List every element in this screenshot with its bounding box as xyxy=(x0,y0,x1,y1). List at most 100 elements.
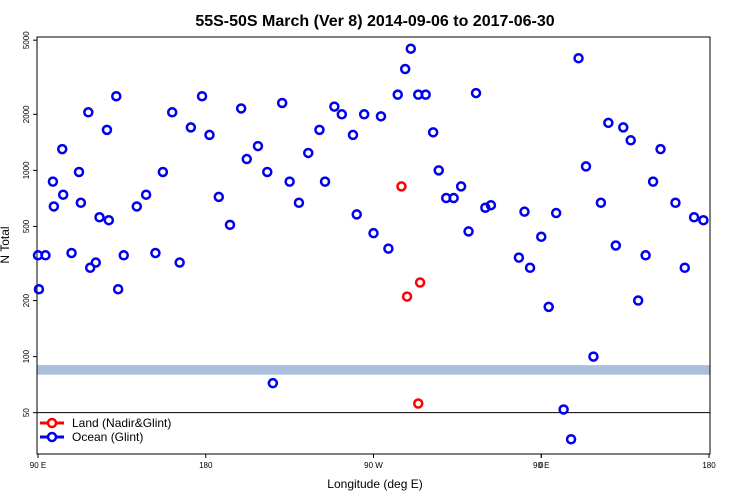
data-point xyxy=(396,181,407,192)
data-point xyxy=(329,101,340,112)
data-point xyxy=(241,153,253,165)
data-point xyxy=(224,219,236,231)
data-point xyxy=(267,377,279,389)
data-point xyxy=(392,89,403,100)
y-tick-label: 200 xyxy=(22,293,31,307)
data-point xyxy=(383,243,394,254)
data-point xyxy=(368,227,379,239)
x-tick-label: 90 E xyxy=(533,461,549,470)
data-point xyxy=(580,161,592,172)
data-point xyxy=(314,124,325,136)
x-tick-label: 180 xyxy=(702,461,716,470)
data-point xyxy=(358,109,370,120)
data-point xyxy=(303,147,314,159)
data-point xyxy=(588,351,599,362)
data-point xyxy=(276,97,288,109)
reference-band xyxy=(37,365,710,375)
data-point xyxy=(252,140,264,152)
data-point xyxy=(56,143,68,155)
y-axis: 50 100 200 500 1000 2000 5000 xyxy=(22,31,37,417)
data-point xyxy=(455,181,467,192)
y-tick-label: 500 xyxy=(22,219,31,233)
data-point xyxy=(262,166,273,178)
data-point xyxy=(33,283,45,295)
x-tick-label: 0 xyxy=(539,461,544,470)
data-point xyxy=(66,247,77,259)
chart-title: 55S-50S March (Ver 8) 2014-09-06 to 2017… xyxy=(195,13,554,30)
y-tick-label: 2000 xyxy=(22,105,31,123)
data-point xyxy=(448,192,459,204)
data-point xyxy=(112,283,124,295)
data-point xyxy=(640,250,651,261)
data-point xyxy=(319,176,331,187)
data-point xyxy=(293,197,305,209)
y-tick-label: 5000 xyxy=(22,31,31,49)
data-point xyxy=(399,63,411,75)
data-point xyxy=(213,191,225,203)
legend-marker xyxy=(46,417,58,429)
data-point xyxy=(573,52,584,64)
data-point xyxy=(73,166,85,178)
y-axis-label: N Total xyxy=(0,226,12,263)
data-point xyxy=(174,257,185,268)
data-point xyxy=(284,176,295,187)
data-points xyxy=(32,43,709,445)
data-point xyxy=(470,87,482,99)
x-tick-label: 90 W xyxy=(364,461,383,470)
data-point xyxy=(427,127,439,138)
data-point xyxy=(670,197,681,209)
data-point xyxy=(698,214,709,226)
data-point xyxy=(47,176,59,187)
data-point xyxy=(513,252,525,263)
data-point xyxy=(647,176,659,187)
data-point xyxy=(550,207,562,219)
legend-marker xyxy=(46,431,58,443)
data-point xyxy=(655,143,666,155)
x-axis: 90 E 180 90 W 090 E 180 xyxy=(30,454,716,470)
data-point xyxy=(632,295,644,306)
data-point xyxy=(558,404,569,415)
data-point xyxy=(157,166,169,178)
data-point xyxy=(140,189,152,200)
data-point xyxy=(412,398,424,409)
data-point xyxy=(347,129,359,141)
data-point xyxy=(595,197,607,209)
legend-label: Land (Nadir&Glint) xyxy=(72,416,171,430)
data-point xyxy=(57,189,69,200)
data-point xyxy=(336,109,348,120)
legend-label: Ocean (Glint) xyxy=(72,430,143,444)
x-axis-label: Longitude (deg E) xyxy=(327,477,422,491)
data-point xyxy=(536,231,547,243)
data-point xyxy=(118,250,129,261)
data-point xyxy=(565,434,577,445)
x-tick-label: 180 xyxy=(199,461,213,470)
data-point xyxy=(204,129,215,141)
data-point xyxy=(351,209,362,220)
data-point xyxy=(625,135,636,146)
legend: Land (Nadir&Glint)Ocean (Glint) xyxy=(40,416,171,444)
data-point xyxy=(519,206,530,217)
data-point xyxy=(84,262,96,273)
data-point xyxy=(90,257,102,268)
data-point xyxy=(610,240,622,251)
data-point xyxy=(150,247,161,259)
data-point xyxy=(103,214,115,226)
data-point xyxy=(131,201,143,212)
y-tick-label: 50 xyxy=(22,408,31,417)
data-point xyxy=(524,262,536,273)
data-point xyxy=(433,165,444,176)
data-point xyxy=(48,201,60,212)
data-point xyxy=(463,226,474,237)
data-point xyxy=(111,90,122,102)
data-point xyxy=(185,122,197,133)
data-point xyxy=(401,291,413,302)
data-point xyxy=(40,250,51,261)
data-point xyxy=(543,301,554,313)
data-point xyxy=(235,103,247,114)
data-point xyxy=(83,107,94,118)
data-point xyxy=(166,107,178,118)
data-point xyxy=(196,90,208,102)
data-point xyxy=(603,117,614,129)
data-point xyxy=(485,199,497,211)
data-point xyxy=(414,277,426,288)
